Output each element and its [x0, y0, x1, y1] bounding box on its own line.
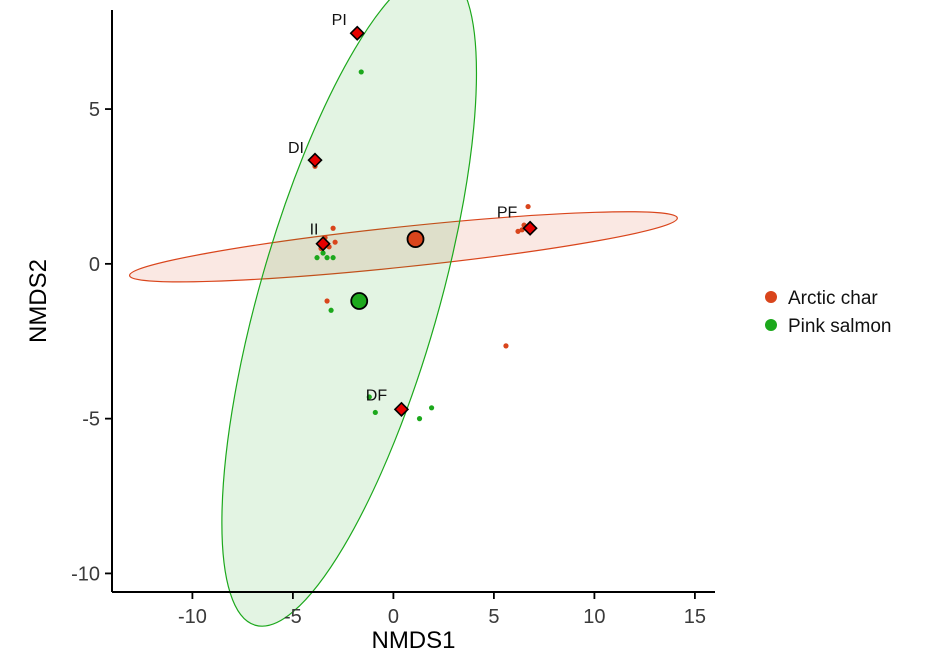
- pink-salmon-point: [366, 394, 372, 400]
- centroids-layer: [307, 25, 538, 417]
- y-tick-label: 0: [89, 254, 100, 276]
- arctic-char-ellipse: [128, 211, 678, 283]
- pink-salmon-point: [428, 405, 435, 411]
- arctic-char-point: [330, 225, 336, 231]
- centroid-pi-label: PI: [332, 12, 347, 29]
- pink-salmon-point: [328, 307, 334, 313]
- pink-salmon-point: [358, 69, 364, 75]
- x-tick-label: 10: [583, 606, 605, 628]
- centroid-pi-marker: [349, 25, 365, 41]
- pink-salmon-point: [372, 409, 378, 416]
- arctic-char-point: [515, 228, 521, 234]
- pink-salmon-point: [320, 250, 326, 256]
- centroid-di-label: DI: [288, 140, 304, 157]
- pink-salmon-point: [324, 255, 330, 261]
- legend-swatch-arctic-char: [765, 291, 777, 303]
- x-tick-label: 15: [684, 606, 706, 628]
- centroid-pf-label: PF: [497, 204, 518, 221]
- arctic-char-point: [332, 239, 338, 245]
- arctic-char-centroid: [406, 230, 425, 248]
- pink-salmon-ellipse: [221, 0, 478, 627]
- centroid-df-marker: [393, 401, 410, 417]
- y-tick-label: -10: [71, 563, 100, 585]
- labels-layer: PI DI II PF DF: [288, 12, 518, 404]
- legend-label-pink-salmon: Pink salmon: [788, 316, 892, 337]
- ellipses-layer: [128, 0, 678, 627]
- centroid-pf-marker: [522, 220, 538, 236]
- legend-label-arctic-char: Arctic char: [788, 288, 878, 309]
- centroid-ii-marker: [315, 236, 331, 252]
- pink-salmon-point: [314, 255, 320, 261]
- arctic-char-point: [324, 298, 330, 304]
- y-tick-label: -5: [82, 409, 100, 431]
- arctic-char-point: [503, 343, 509, 349]
- x-tick-label: -10: [178, 606, 207, 628]
- x-tick-label: 5: [488, 606, 499, 628]
- x-axis-title: NMDS1: [371, 627, 455, 654]
- arctic-char-point: [525, 203, 531, 210]
- x-tick-label: -5: [284, 606, 302, 628]
- axes-layer: -10 -5 0 5 10 15 -10 -5 0 5 NMDS1 NMDS2: [25, 10, 715, 654]
- pink-salmon-point: [416, 416, 423, 422]
- centroid-ii-label: II: [310, 222, 319, 239]
- pink-salmon-centroid: [350, 292, 369, 310]
- centroid-di-marker: [307, 152, 323, 168]
- x-tick-label: 0: [388, 606, 399, 628]
- centroid-df-label: DF: [366, 387, 388, 404]
- y-tick-label: 5: [89, 99, 100, 121]
- legend-swatch-pink-salmon: [765, 319, 777, 331]
- pink-salmon-point: [330, 255, 336, 261]
- legend: Arctic char Pink salmon: [765, 288, 892, 337]
- y-axis-title: NMDS2: [25, 259, 52, 343]
